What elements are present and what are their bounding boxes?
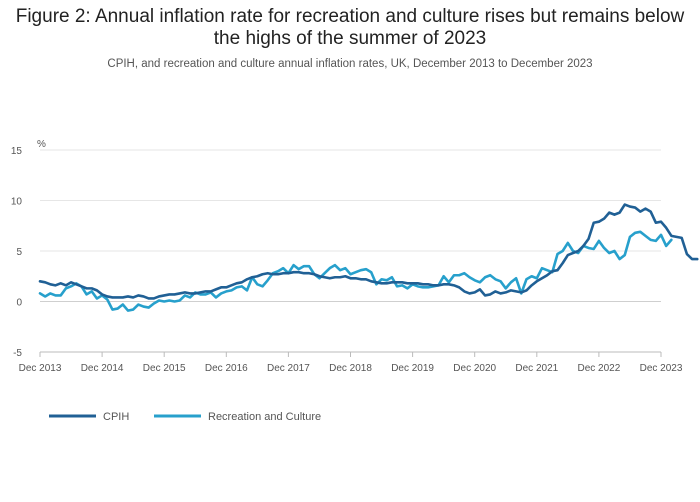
y-tick-label: 10 — [11, 197, 23, 208]
x-tick-label: Dec 2019 — [391, 363, 434, 374]
chart-subtitle: CPIH, and recreation and culture annual … — [107, 58, 593, 70]
legend-label: CPIH — [103, 411, 129, 423]
series-line-recreation-and-culture — [38, 230, 673, 312]
x-tick-label: Dec 2017 — [267, 363, 310, 374]
x-tick-label: Dec 2016 — [205, 363, 248, 374]
x-tick-label: Dec 2021 — [515, 363, 558, 374]
x-tick-label: Dec 2013 — [19, 363, 62, 374]
series-line-cpih — [38, 203, 699, 300]
y-tick-label: 5 — [16, 247, 22, 258]
legend-label: Recreation and Culture — [208, 411, 321, 423]
chart-title: Figure 2: Annual inflation rate for recr… — [15, 6, 685, 49]
x-tick-label: Dec 2018 — [329, 363, 372, 374]
x-tick-label: Dec 2020 — [453, 363, 496, 374]
x-tick-label: Dec 2023 — [640, 363, 683, 374]
x-tick-label: Dec 2014 — [81, 363, 124, 374]
x-tick-label: Dec 2015 — [143, 363, 186, 374]
y-tick-label: -5 — [13, 348, 22, 359]
y-tick-label: 15 — [11, 146, 23, 157]
x-tick-label: Dec 2022 — [577, 363, 620, 374]
y-axis-label: % — [37, 139, 46, 150]
y-tick-label: 0 — [16, 298, 22, 309]
